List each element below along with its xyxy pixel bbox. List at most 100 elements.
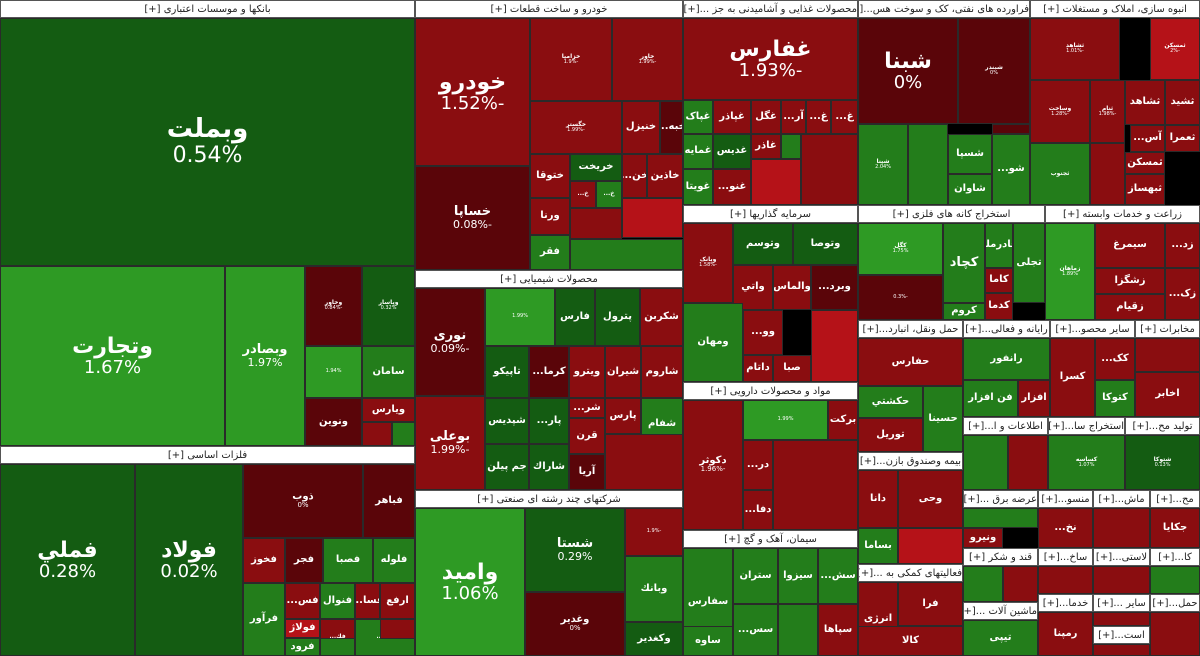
stock-tile[interactable]: 1.99% (743, 400, 828, 440)
stock-tile[interactable] (380, 619, 415, 639)
sector-header[interactable]: تولید مح...[+] (1125, 417, 1200, 435)
stock-tile[interactable] (811, 310, 858, 382)
stock-tile[interactable]: کاما (985, 268, 1013, 293)
stock-tile[interactable] (992, 124, 1030, 134)
stock-tile[interactable]: خ... (570, 181, 596, 208)
stock-tile[interactable] (1150, 612, 1200, 656)
stock-tile[interactable]: وبصادر 1.97% (225, 266, 305, 446)
stock-tile[interactable]: ثبهساز (1125, 174, 1165, 205)
stock-tile[interactable]: تاپیکو (485, 346, 529, 398)
stock-tile[interactable]: وتجارت 1.67% (0, 266, 225, 446)
stock-tile[interactable] (1003, 566, 1038, 602)
stock-tile[interactable]: خ... (596, 181, 622, 208)
stock-tile[interactable]: واميد 1.06% (415, 508, 525, 656)
stock-tile[interactable]: -1.9% (625, 508, 683, 556)
stock-tile[interactable] (1135, 338, 1200, 372)
sector-header[interactable]: سرمایه گذاریها [+] (683, 205, 858, 223)
stock-tile[interactable]: ساوه (683, 626, 733, 656)
sector-header[interactable]: سایر محصو...[+] (1050, 320, 1135, 338)
stock-tile[interactable]: 1.94% (305, 346, 362, 398)
stock-tile[interactable]: فجر (285, 538, 323, 583)
stock-tile[interactable]: کسرا (1050, 338, 1095, 417)
stock-tile[interactable]: شتوکا 0.13% (1125, 435, 1200, 490)
stock-tile[interactable]: ثمسکن -2% (1150, 18, 1200, 80)
stock-tile[interactable]: وبانك (625, 556, 683, 622)
stock-tile[interactable]: رمپنا (1038, 612, 1093, 656)
stock-tile[interactable]: كرما... (529, 346, 569, 398)
stock-tile[interactable]: جکایا (1150, 508, 1200, 548)
stock-tile[interactable] (1093, 566, 1150, 594)
stock-tile[interactable]: ارفع (380, 583, 415, 619)
stock-tile[interactable]: کساسه 1.07% (1048, 435, 1125, 490)
sector-header[interactable]: ماش...[+] (1093, 490, 1150, 508)
stock-tile[interactable]: غ... (806, 100, 831, 134)
stock-tile[interactable]: توريل (858, 418, 923, 452)
stock-tile[interactable] (801, 134, 858, 205)
stock-tile[interactable]: ثمسکن (1125, 152, 1165, 174)
sector-header[interactable]: استخراج سا...[+] (1048, 417, 1125, 435)
stock-tile[interactable]: خاور -1.99% (612, 18, 683, 101)
stock-tile[interactable]: سامان (362, 346, 415, 398)
stock-tile[interactable]: شكربن (640, 288, 683, 346)
stock-tile[interactable]: شر... (569, 398, 605, 418)
stock-tile[interactable] (622, 198, 683, 238)
sector-header[interactable]: حمل ونقل، انبارد...[+] (858, 320, 963, 338)
stock-tile[interactable]: نوری -0.09% (415, 288, 485, 396)
stock-tile[interactable]: حكشتي (858, 386, 923, 418)
stock-tile[interactable]: -0.3% (858, 275, 943, 320)
stock-tile[interactable] (605, 434, 683, 490)
stock-tile[interactable]: شپدیس (485, 398, 529, 444)
stock-tile[interactable] (570, 239, 683, 270)
sector-header[interactable]: است...[+] (1093, 626, 1150, 644)
stock-tile[interactable]: سس... (733, 604, 778, 656)
stock-tile[interactable]: فرآور (243, 583, 285, 656)
stock-tile[interactable]: غفارس -1.93% (683, 18, 858, 100)
stock-tile[interactable]: 1.99% (485, 288, 555, 346)
sector-header[interactable]: عرضه برق ...[+] (963, 490, 1038, 508)
stock-tile[interactable]: وساخت -1.28% (1030, 80, 1090, 143)
stock-tile[interactable]: خریخت (570, 154, 622, 181)
sector-header[interactable]: رایانه و فعالی...[+] (963, 320, 1050, 338)
stock-tile[interactable]: والماس (773, 265, 811, 310)
stock-tile[interactable] (963, 508, 1038, 528)
sector-header[interactable]: بیمه وصندوق بازن...[+] (858, 452, 963, 470)
stock-tile[interactable] (1093, 508, 1150, 548)
stock-tile[interactable]: خگستر -1.99% (530, 101, 622, 154)
stock-tile[interactable]: فخوز (243, 538, 285, 583)
stock-tile[interactable]: شیران (605, 346, 641, 398)
stock-tile[interactable]: رانفور (963, 338, 1050, 380)
stock-tile[interactable]: جم پیلن (485, 444, 529, 490)
stock-tile[interactable]: فولاد 0.02% (135, 464, 243, 656)
stock-tile[interactable]: سیزوا (778, 548, 818, 604)
stock-tile[interactable]: خبه... (660, 101, 683, 154)
stock-tile[interactable]: ویارس (362, 398, 415, 422)
stock-tile[interactable]: ونیرو (963, 528, 1003, 548)
stock-tile[interactable]: اخابر (1135, 372, 1200, 417)
stock-tile[interactable]: ذوب 0% (243, 464, 363, 538)
sector-header[interactable]: کا...[+] (1150, 548, 1200, 566)
stock-tile[interactable]: حفارس (858, 338, 963, 386)
stock-tile[interactable] (1090, 143, 1125, 205)
sector-header[interactable]: بانکها و موسسات اعتباری [+] (0, 0, 415, 18)
stock-tile[interactable]: زشگزا (1095, 268, 1165, 294)
stock-tile[interactable]: غپاک (683, 100, 713, 134)
sector-header[interactable]: لاستی...[+] (1093, 548, 1150, 566)
stock-tile[interactable]: وكغدير (625, 622, 683, 656)
stock-tile[interactable]: کدما (985, 293, 1013, 320)
stock-tile[interactable]: پترول (595, 288, 640, 346)
stock-tile[interactable] (1038, 566, 1093, 594)
stock-tile[interactable]: ستران (733, 548, 778, 604)
stock-tile[interactable]: وحی (898, 470, 963, 528)
sector-header[interactable]: محصولات شیمیایی [+] (415, 270, 683, 288)
stock-tile[interactable]: فصبا (323, 538, 373, 583)
stock-tile[interactable]: فنوال (320, 583, 355, 619)
sector-header[interactable]: ساخ...[+] (1038, 548, 1093, 566)
stock-tile[interactable]: شبنا 0% (858, 18, 958, 124)
stock-tile[interactable]: وبانک -1.58% (683, 223, 733, 303)
stock-tile[interactable]: فرود (285, 638, 320, 656)
stock-tile[interactable]: غ... (831, 100, 858, 134)
stock-tile[interactable]: ويترو (569, 346, 605, 398)
stock-tile[interactable]: ونوین (305, 398, 362, 446)
stock-tile[interactable]: کالا (858, 626, 963, 656)
stock-tile[interactable]: وتوسم (733, 223, 793, 265)
